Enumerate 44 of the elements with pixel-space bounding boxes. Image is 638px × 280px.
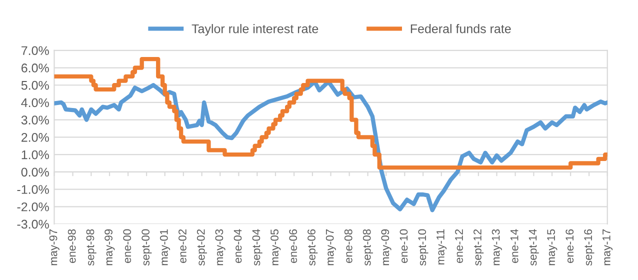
x-tick-label: sept-08 <box>362 229 373 266</box>
x-tick-label: sept-98 <box>86 229 96 266</box>
y-tick-label: 4.0% <box>21 98 49 108</box>
x-tick-label: may-11 <box>436 229 447 264</box>
x-tick-label: sept-14 <box>528 229 539 266</box>
x-tick-label: sept-04 <box>252 229 262 266</box>
x-tick-label: ene-10 <box>400 229 408 263</box>
y-tick-label: 0.0% <box>21 168 49 177</box>
x-tick-label: sept-06 <box>308 229 318 266</box>
y-tick-label: -2.0% <box>17 202 49 212</box>
x-tick-label: ene-02 <box>178 229 186 263</box>
y-tick-label: 5.0% <box>21 80 49 90</box>
x-tick-label: ene-04 <box>234 229 242 263</box>
x-tick-label: may-09 <box>381 229 392 266</box>
y-tick-label: 3.0% <box>21 116 49 124</box>
x-tick-label: may-13 <box>492 229 502 266</box>
x-tick-label: may-05 <box>270 229 281 266</box>
x-tick-label: ene-00 <box>123 229 132 263</box>
x-tick-label: sept-12 <box>474 229 484 266</box>
x-tick-label: ene-14 <box>510 229 518 263</box>
x-tick-label: may-15 <box>547 229 558 266</box>
x-tick-label: sept-10 <box>418 229 428 266</box>
x-tick-label: ene-08 <box>344 229 352 263</box>
y-tick-label: 2.0% <box>22 133 49 142</box>
x-tick-label: sept-02 <box>196 229 207 266</box>
x-tick-label: may-03 <box>215 229 226 266</box>
x-tick-label: may-07 <box>326 229 336 266</box>
y-tick-label: -3.0% <box>17 220 49 229</box>
y-tick-label: 1.0% <box>22 150 49 160</box>
x-tick-label: may-97 <box>49 229 60 266</box>
x-tick-label: may-99 <box>104 229 115 266</box>
x-tick-label: ene-98 <box>68 229 76 263</box>
y-tick-label: -1.0% <box>17 185 49 194</box>
x-tick-label: sept-16 <box>584 229 594 266</box>
legend-label: Federal funds rate <box>410 24 511 34</box>
x-tick-label: ene-06 <box>289 229 298 263</box>
x-tick-label: ene-16 <box>566 229 574 263</box>
x-tick-label: may-17 <box>602 229 613 266</box>
y-tick-label: 7.0% <box>22 46 49 56</box>
x-tick-label: ene-12 <box>455 229 463 263</box>
x-tick-label: may-01 <box>160 229 170 266</box>
y-tick-label: 6.0% <box>22 64 49 72</box>
x-tick-label: sept-00 <box>142 229 152 266</box>
legend-label: Taylor rule interest rate <box>192 24 318 36</box>
